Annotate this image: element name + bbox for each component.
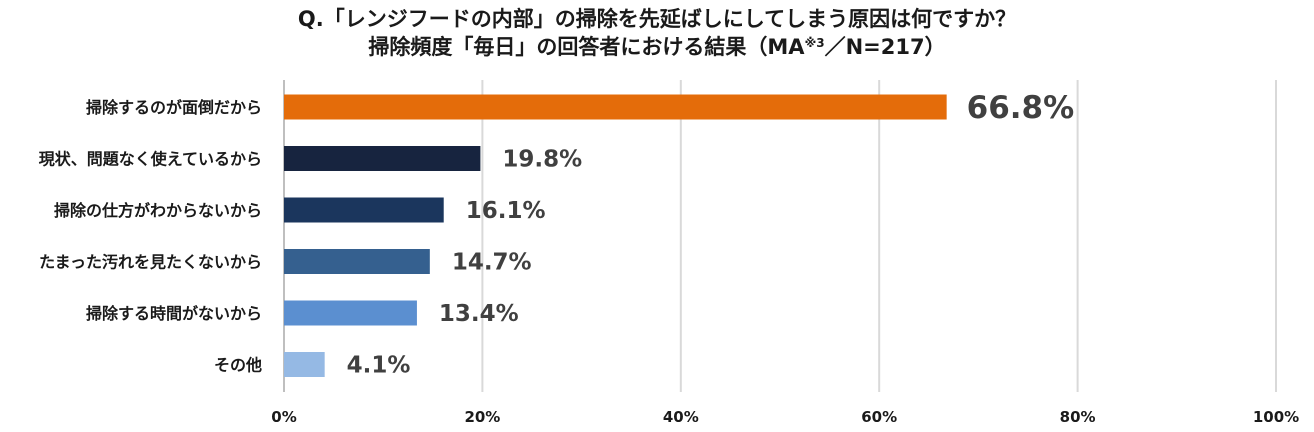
data-label: 13.4% bbox=[439, 301, 519, 327]
data-label: 19.8% bbox=[502, 147, 582, 173]
data-label: 66.8% bbox=[967, 90, 1075, 126]
chart-title-line1: Q.「レンジフードの内部」の掃除を先延ばしにしてしまう原因は何ですか？ bbox=[297, 7, 1017, 31]
x-tick-label: 0% bbox=[271, 408, 296, 426]
bar bbox=[284, 249, 430, 274]
category-label: たまった汚れを見たくないから bbox=[39, 253, 262, 272]
bar bbox=[284, 352, 325, 377]
x-tick-label: 20% bbox=[464, 408, 500, 426]
category-label: 掃除する時間がないから bbox=[86, 304, 262, 323]
category-label: 掃除の仕方がわからないから bbox=[54, 201, 262, 220]
x-tick-label: 80% bbox=[1060, 408, 1096, 426]
bar bbox=[284, 197, 444, 223]
chart-title-line2-tail: ／N=217） bbox=[824, 35, 946, 59]
chart-title-line2: 掃除頻度「毎日」の回答者における結果（MA※3／N=217） bbox=[0, 33, 1314, 61]
category-label: その他 bbox=[214, 356, 262, 375]
data-label: 14.7% bbox=[452, 250, 532, 276]
data-label: 4.1% bbox=[347, 353, 411, 379]
x-tick-label: 100% bbox=[1253, 408, 1299, 426]
x-tick-label: 60% bbox=[861, 408, 897, 426]
category-label: 掃除するのが面倒だから bbox=[86, 98, 262, 117]
bar bbox=[284, 146, 481, 171]
bar bbox=[284, 300, 417, 326]
data-label: 16.1% bbox=[466, 198, 546, 224]
chart-title-footnote-mark: ※3 bbox=[804, 36, 825, 50]
category-label: 現状、問題なく使えているから bbox=[39, 150, 262, 169]
chart-title-line2-main: 掃除頻度「毎日」の回答者における結果（MA bbox=[368, 35, 805, 59]
bar bbox=[284, 94, 947, 120]
x-tick-label: 40% bbox=[663, 408, 699, 426]
